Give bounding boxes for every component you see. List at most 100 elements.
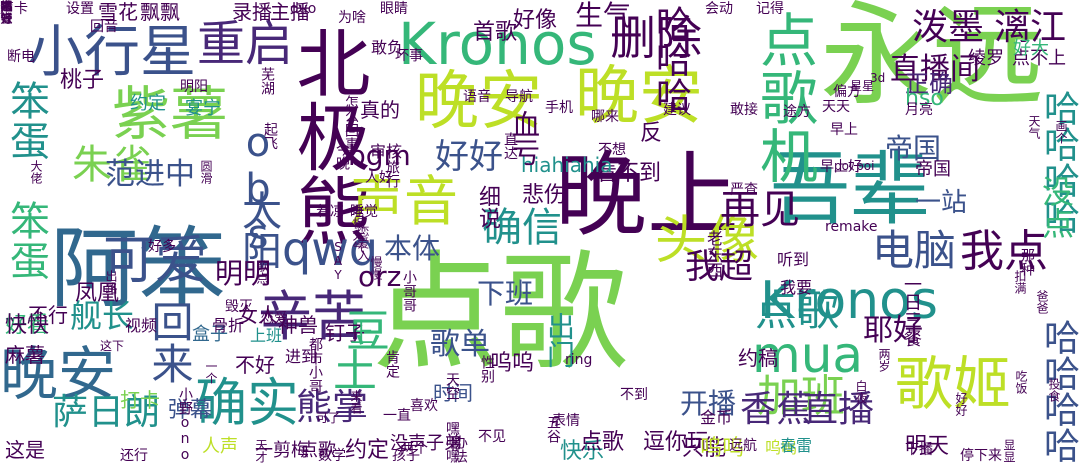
cloud-word: 歌点: [255, 260, 269, 284]
cloud-word: 声音: [350, 170, 458, 233]
cloud-word: 删除: [610, 11, 702, 65]
cloud-word: 天气: [1027, 115, 1041, 139]
cloud-word: 绫罗: [968, 48, 1004, 69]
cloud-word: 会动: [705, 1, 733, 17]
cloud-word: 确实: [195, 374, 300, 434]
cloud-word: 大佬: [29, 160, 43, 184]
cloud-word: 血亏: [508, 110, 541, 166]
cloud-word: 重启: [197, 16, 294, 72]
cloud-word: 本体: [384, 232, 441, 265]
cloud-word: 芜湖: [259, 67, 275, 95]
cloud-word: 都市小哥: [307, 337, 323, 393]
cloud-word: hso: [905, 86, 944, 111]
cloud-word: 再见: [720, 187, 800, 233]
cloud-word: 月亮: [905, 102, 933, 118]
cloud-word: 吧: [0, 0, 13, 13]
cloud-word: 恋爱入: [356, 225, 370, 261]
cloud-word: 哈哈哈哈: [1038, 319, 1079, 463]
cloud-word: 正确: [905, 70, 953, 98]
cloud-word: 肯定: [384, 350, 400, 378]
cloud-word: 坏事: [395, 48, 423, 64]
cloud-word: Kronos: [760, 271, 939, 331]
cloud-word: 约定: [130, 93, 166, 114]
cloud-word: 审核: [370, 142, 403, 161]
cloud-word: 一站: [915, 188, 968, 218]
cloud-word: 断电: [7, 49, 35, 65]
cloud-word: 圆滑: [199, 160, 213, 184]
cloud-word: 停下来: [960, 448, 1002, 463]
cloud-word: 起飞: [262, 122, 278, 150]
cloud-word: 怎么回事: [343, 95, 359, 151]
cloud-word: 白夜: [854, 380, 868, 404]
cloud-word: 开播: [680, 387, 737, 420]
cloud-word: 点不上: [1012, 48, 1066, 69]
cloud-word: 偏方: [833, 84, 861, 100]
cloud-word: 头像: [655, 211, 760, 271]
cloud-word: 笨蛋: [3, 200, 49, 280]
cloud-word: 导航: [505, 89, 533, 105]
cloud-word: 紫薯: [112, 80, 229, 148]
cloud-word: 为啥: [338, 10, 366, 26]
cloud-word: 没点: [1037, 175, 1075, 239]
cloud-word: 恋爱: [260, 311, 288, 327]
cloud-word: poi poi: [834, 159, 875, 173]
cloud-word: 可爱: [103, 231, 208, 291]
cloud-word: 辛苦: [258, 285, 366, 348]
cloud-word: 飘飘: [140, 0, 180, 24]
cloud-word: 录播: [232, 0, 272, 24]
cloud-word: 明明: [215, 257, 272, 290]
cloud-word: hiahiahia: [521, 153, 613, 177]
cloud-word: 这下: [100, 339, 125, 353]
cloud-word: 小哥哥: [401, 270, 417, 312]
cloud-word: 打卡: [120, 388, 160, 412]
cloud-word: 泼墨: [912, 7, 985, 48]
cloud-word: 快乐: [560, 439, 605, 463]
cloud-word: 呜呜: [700, 436, 745, 461]
cloud-word: duo: [290, 1, 317, 17]
cloud-word: 上班: [250, 326, 283, 345]
cloud-word: 那种: [1019, 248, 1035, 276]
cloud-word: 直播: [802, 389, 875, 430]
cloud-word: 首歌: [473, 20, 518, 45]
cloud-word: Kronos: [398, 10, 597, 78]
cloud-word: 吾辈: [770, 143, 930, 236]
cloud-word: 嘿嘿嘿: [444, 421, 460, 463]
cloud-word: 点歌: [300, 440, 336, 461]
cloud-word: 睡觉: [350, 204, 378, 220]
cloud-word: 我点: [960, 226, 1048, 277]
cloud-word: 途方: [783, 104, 811, 120]
cloud-word: 旅行: [384, 160, 400, 188]
cloud-word: 盒子: [192, 324, 228, 345]
cloud-word: 不想: [598, 142, 626, 158]
cloud-word: 严查: [730, 182, 758, 198]
cloud-word: 设置: [66, 1, 94, 17]
cloud-word: 电脑: [872, 226, 957, 275]
cloud-word: 帝国: [915, 159, 951, 180]
cloud-word: 金币: [700, 408, 733, 427]
cloud-word: 建议: [663, 102, 691, 118]
cloud-word: 快快: [5, 313, 50, 338]
cloud-word: 不到: [620, 387, 648, 403]
cloud-word: 地方: [0, 0, 13, 24]
cloud-word: 做饭: [0, 0, 13, 24]
cloud-word: 香蕉: [740, 389, 813, 430]
cloud-word: 语音: [463, 89, 491, 105]
cloud-word: 小行星: [28, 20, 196, 85]
cloud-word: 一日三餐: [901, 275, 922, 347]
cloud-word: 数学: [318, 448, 346, 463]
cloud-word: 吃饭: [1014, 370, 1028, 394]
cloud-word: 我要: [780, 278, 813, 297]
cloud-word: 哪来: [591, 109, 619, 125]
cloud-word: 视频: [125, 316, 158, 335]
cloud-word: 人声: [202, 436, 238, 457]
cloud-word: 表情: [552, 413, 580, 429]
cloud-word: remake: [825, 219, 878, 235]
cloud-word: 好像: [513, 8, 558, 33]
cloud-word: SAY: [331, 240, 345, 282]
cloud-word: 我超: [685, 247, 753, 287]
cloud-word: 细说: [475, 185, 500, 229]
cloud-word: 下班: [477, 277, 534, 310]
cloud-word: 宴宁: [185, 98, 221, 119]
cloud-word: 好多: [148, 239, 176, 255]
cloud-word: 钉子: [325, 321, 365, 345]
